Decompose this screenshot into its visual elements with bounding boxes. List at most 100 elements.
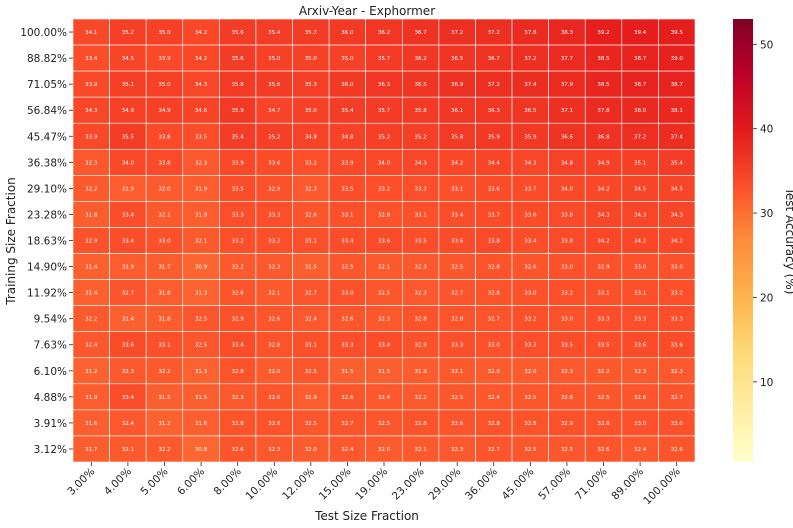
- cell-value-label: 32.6: [451, 421, 464, 427]
- cell-value-label: 35.6: [268, 82, 281, 88]
- cell-value-label: 35.6: [232, 30, 245, 36]
- cell-value-label: 34.2: [597, 186, 609, 192]
- cell-value-label: 32.3: [195, 160, 208, 166]
- heatmap-cell: [658, 305, 696, 333]
- cell-value-label: 33.1: [634, 291, 646, 297]
- colorbar-tick-label: 40: [760, 124, 773, 136]
- heatmap-cell: [328, 70, 367, 98]
- heatmap-cell: [658, 96, 696, 124]
- cell-value-label: 35.2: [268, 134, 280, 140]
- cell-value-label: 32.7: [122, 291, 135, 297]
- cell-value-label: 32.6: [671, 447, 684, 453]
- heatmap-cell: [72, 305, 110, 333]
- cell-value-label: 36.5: [414, 82, 427, 88]
- cell-value-label: 34.3: [634, 212, 647, 218]
- heatmap-cell: [109, 175, 147, 202]
- x-axis-title: Test Size Fraction: [314, 509, 419, 523]
- heatmap-cell: [145, 70, 184, 98]
- colorbar-tick-label: 50: [760, 39, 773, 51]
- cell-value-label: 37.8: [597, 108, 610, 114]
- cell-value-label: 31.2: [158, 421, 170, 427]
- cell-value-label: 32.9: [232, 317, 245, 323]
- cell-value-label: 31.8: [158, 291, 171, 297]
- heatmap-cell: [401, 175, 440, 202]
- colorbar-title: Test Accuracy (%): [783, 187, 793, 295]
- heatmap-cell: [584, 331, 623, 359]
- heatmap-cell: [475, 201, 513, 228]
- heatmap-cell: [658, 383, 696, 411]
- cell-value-label: 36.1: [451, 108, 463, 114]
- heatmap-cell: [365, 383, 403, 411]
- cell-value-label: 32.5: [378, 421, 391, 427]
- cell-value-label: 33.4: [122, 212, 135, 218]
- cell-value-label: 34.2: [195, 56, 207, 62]
- heatmap-cell: [145, 409, 184, 437]
- cell-value-label: 31.8: [158, 317, 171, 323]
- cell-value-label: 33.3: [268, 212, 281, 218]
- heatmap-cell: [219, 122, 257, 150]
- heatmap-cell: [548, 331, 586, 359]
- heatmap-cell: [401, 18, 440, 46]
- cell-value-label: 32.5: [305, 369, 318, 375]
- cell-value-label: 32.6: [597, 447, 610, 453]
- cell-value-label: 34.6: [195, 108, 208, 114]
- cell-value-label: 32.2: [597, 369, 609, 375]
- heatmap-cell: [182, 409, 220, 437]
- cell-value-label: 32.8: [451, 317, 464, 323]
- x-tick-label: 100.00%: [641, 466, 683, 508]
- heatmap-cell: [438, 70, 476, 98]
- cell-value-label: 33.9: [85, 134, 98, 140]
- x-tick-label: 19.00%: [353, 466, 390, 503]
- cell-value-label: 31.9: [195, 212, 208, 218]
- cell-value-label: 32.4: [488, 395, 501, 401]
- heatmap-cell: [401, 331, 440, 359]
- y-axis-ticks: 100.00% 88.82% 71.05% 56.84% 45.47% 36.38% 29.…: [20, 27, 73, 456]
- cell-value-label: 32.3: [414, 265, 427, 271]
- cell-value-label: 35.0: [158, 30, 171, 36]
- heatmap-cell: [219, 175, 257, 202]
- cell-value-label: 33.9: [85, 82, 98, 88]
- heatmap-cell: [548, 18, 586, 46]
- cell-value-label: 32.9: [85, 239, 98, 245]
- heatmap-cell: [511, 331, 549, 359]
- cell-value-label: 32.7: [451, 291, 464, 297]
- cell-value-label: 31.4: [85, 265, 98, 271]
- cell-value-label: 33.7: [488, 212, 501, 218]
- cell-value-label: 32.3: [232, 395, 245, 401]
- cell-value-label: 33.3: [524, 343, 537, 349]
- cell-value-label: 34.4: [488, 160, 501, 166]
- heatmap-cell: [255, 357, 293, 385]
- heatmap-cell: [328, 305, 367, 333]
- heatmap-cell: [401, 227, 440, 254]
- cell-value-label: 37.7: [561, 56, 574, 62]
- heatmap-cell: [658, 175, 696, 202]
- cell-value-label: 34.0: [561, 186, 574, 192]
- heatmap-cell: [72, 18, 110, 46]
- y-tick-label: 23.28%: [27, 209, 67, 221]
- y-axis-title: Training Size Fraction: [4, 177, 18, 306]
- heatmap-cell: [182, 148, 220, 176]
- cell-value-label: 33.5: [195, 134, 208, 140]
- heatmap-cell: [511, 357, 549, 385]
- heatmap-cell: [658, 279, 696, 306]
- cell-value-label: 34.2: [451, 160, 463, 166]
- cell-value-label: 34.3: [671, 212, 684, 218]
- colorbar: [733, 19, 753, 462]
- heatmap-cell: [584, 70, 623, 98]
- cell-value-label: 38.0: [634, 108, 647, 114]
- cell-value-label: 33.5: [414, 239, 427, 245]
- heatmap-cell: [255, 409, 293, 437]
- cell-value-label: 35.4: [341, 108, 354, 114]
- heatmap-cell: [328, 357, 367, 385]
- heatmap-cell: [584, 253, 623, 280]
- y-tick-label: 88.82%: [27, 53, 67, 65]
- cell-value-label: 33.2: [378, 186, 390, 192]
- heatmap-cell: [511, 227, 549, 254]
- cell-value-label: 33.1: [451, 186, 463, 192]
- heatmap-cell: [584, 305, 623, 333]
- heatmap-cell: [255, 175, 293, 202]
- heatmap-cell: [621, 201, 659, 228]
- y-tick-label: 3.12%: [34, 444, 67, 456]
- y-tick-label: 45.47%: [27, 131, 67, 143]
